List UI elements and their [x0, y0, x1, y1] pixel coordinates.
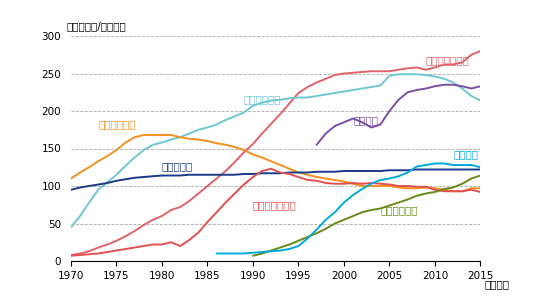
Text: カラーテレビ: カラーテレビ	[244, 94, 281, 104]
Text: 石油ストーブ: 石油ストーブ	[98, 119, 136, 130]
Text: 温水洗浄便座: 温水洗浄便座	[381, 205, 418, 215]
Text: 保有率（台/百世帯）: 保有率（台/百世帯）	[67, 22, 127, 32]
Text: パソコン: パソコン	[453, 149, 478, 160]
Text: ファンヒーター: ファンヒーター	[253, 200, 296, 210]
Text: 電気冷蔵庫: 電気冷蔵庫	[162, 161, 193, 172]
Text: 携帯電話: 携帯電話	[353, 115, 378, 125]
Text: （年度）: （年度）	[485, 279, 509, 289]
Text: ルームエアコン: ルームエアコン	[426, 55, 470, 65]
